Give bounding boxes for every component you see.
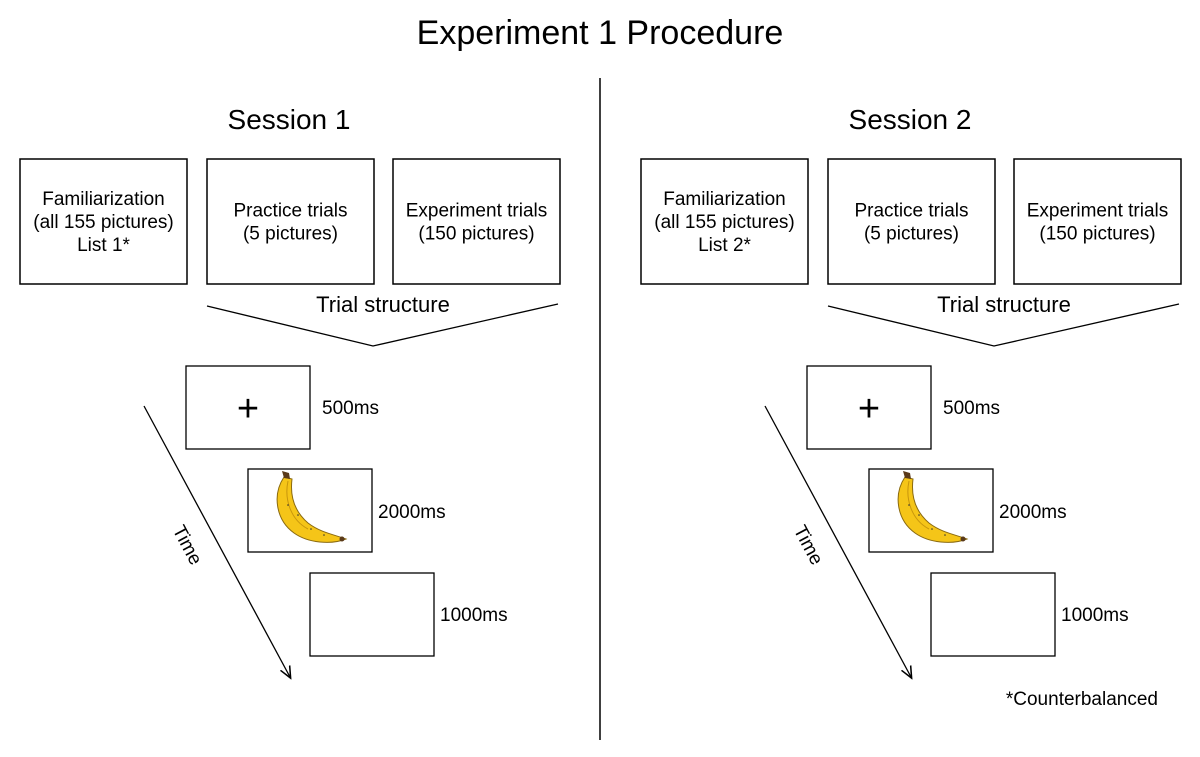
- block-text-line: Practice trials: [233, 201, 347, 222]
- trial-step-banana-picture: 2000ms: [868, 468, 1067, 553]
- block-box: [827, 158, 996, 285]
- procedure-block: Familiarization(all 155 pictures)List 2*: [640, 158, 809, 285]
- block-text-line: (all 155 pictures): [654, 212, 794, 233]
- procedure-block: Experiment trials(150 pictures): [392, 158, 561, 285]
- trial-structure-bracket: [827, 303, 1180, 347]
- duration-label: 1000ms: [440, 605, 508, 626]
- trial-step-fixation-cross: +500ms: [806, 365, 1000, 450]
- block-box: [392, 158, 561, 285]
- duration-label: 2000ms: [999, 502, 1067, 523]
- block-text-line: Familiarization: [663, 189, 785, 210]
- screen-box: [185, 365, 311, 450]
- procedure-block: Experiment trials(150 pictures): [1013, 158, 1182, 285]
- block-box: [206, 158, 375, 285]
- procedure-block: Practice trials(5 pictures): [206, 158, 375, 285]
- block-text-line: (5 pictures): [243, 224, 338, 245]
- block-box: [1013, 158, 1182, 285]
- trial-step-blank-screen: 1000ms: [309, 572, 508, 657]
- block-text-line: Experiment trials: [406, 201, 548, 222]
- duration-label: 500ms: [943, 398, 1000, 419]
- trial-step-banana-picture: 2000ms: [247, 468, 446, 553]
- duration-label: 2000ms: [378, 502, 446, 523]
- block-text-line: (150 pictures): [418, 224, 534, 245]
- trial-step-fixation-cross: +500ms: [185, 365, 379, 450]
- block-box: [19, 158, 188, 285]
- trial-structure-label: Trial structure: [937, 292, 1071, 317]
- diagram-title: Experiment 1 Procedure: [417, 14, 784, 52]
- time-label: Time: [168, 522, 206, 569]
- block-text-line: (5 pictures): [864, 224, 959, 245]
- time-arrow: [764, 405, 911, 677]
- session-title: Session 2: [849, 104, 972, 135]
- procedure-block: Practice trials(5 pictures): [827, 158, 996, 285]
- fixation-cross-icon: +: [237, 388, 259, 430]
- screen-box: [309, 572, 435, 657]
- trial-structure-bracket: [206, 303, 559, 347]
- duration-label: 500ms: [322, 398, 379, 419]
- session-2: Session 2 Familiarization(all 155 picture…: [640, 104, 1182, 677]
- fixation-cross-icon: +: [858, 388, 880, 430]
- session-title: Session 1: [228, 104, 351, 135]
- time-arrow: [143, 405, 290, 677]
- procedure-block: Familiarization(all 155 pictures)List 1*: [19, 158, 188, 285]
- block-box: [640, 158, 809, 285]
- time-label: Time: [789, 522, 827, 569]
- block-text-line: Practice trials: [854, 201, 968, 222]
- block-text-line: (150 pictures): [1039, 224, 1155, 245]
- block-text-line: Experiment trials: [1027, 201, 1169, 222]
- screen-box: [806, 365, 932, 450]
- session-1: Session 1 Familiarization(all 155 picture…: [19, 104, 561, 677]
- block-text-line: Familiarization: [42, 189, 164, 210]
- screen-box: [930, 572, 1056, 657]
- trial-structure-label: Trial structure: [316, 292, 450, 317]
- footnote: *Counterbalanced: [1006, 689, 1158, 710]
- block-text-line: List 2*: [698, 235, 751, 256]
- duration-label: 1000ms: [1061, 605, 1129, 626]
- block-text-line: (all 155 pictures): [33, 212, 173, 233]
- trial-step-blank-screen: 1000ms: [930, 572, 1129, 657]
- block-text-line: List 1*: [77, 235, 130, 256]
